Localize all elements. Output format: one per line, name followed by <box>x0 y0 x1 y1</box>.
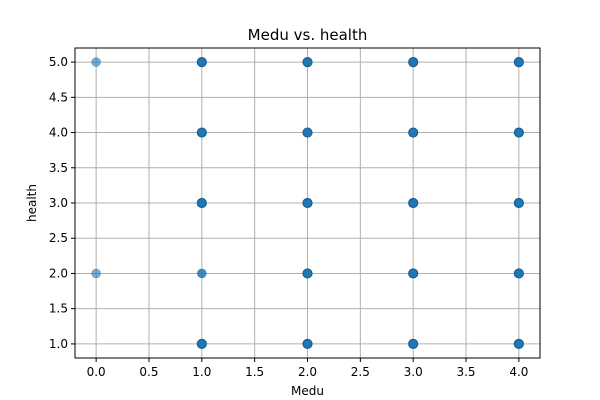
scatter-point <box>196 338 207 350</box>
chart-title: Medu vs. health <box>248 26 368 44</box>
x-axis-label: Medu <box>291 384 324 398</box>
x-tick-label: 2.0 <box>298 365 317 379</box>
scatter-point <box>408 268 419 279</box>
x-axis-ticks: 0.0 0.5 1.0 1.5 2.0 2.5 3.0 3.5 4.0 <box>87 358 528 379</box>
y-tick-label: 3.0 <box>49 196 68 210</box>
scatter-point <box>408 197 419 209</box>
y-tick-label: 3.5 <box>49 161 68 175</box>
x-tick-label: 0.5 <box>139 365 158 379</box>
scatter-point <box>91 268 101 279</box>
scatter-point <box>196 197 207 209</box>
x-tick-label: 3.5 <box>456 365 475 379</box>
scatter-point <box>196 56 207 68</box>
scatter-point <box>513 268 524 279</box>
x-tick-label: 3.0 <box>404 365 423 379</box>
scatter-point <box>302 268 313 279</box>
scatter-point <box>91 57 101 67</box>
scatter-point <box>513 56 524 68</box>
scatter-point <box>197 268 207 279</box>
y-tick-label: 4.0 <box>49 126 68 140</box>
y-tick-label: 2.0 <box>49 266 68 280</box>
y-axis-ticks: 1.0 1.5 2.0 2.5 3.0 3.5 4.0 4.5 5.0 <box>49 55 75 351</box>
y-tick-label: 4.5 <box>49 90 68 104</box>
scatter-point <box>408 56 419 68</box>
x-tick-label: 0.0 <box>87 365 106 379</box>
scatter-point <box>302 197 313 209</box>
scatter-point <box>408 127 419 138</box>
scatter-point <box>302 338 313 350</box>
y-tick-label: 1.5 <box>49 302 68 316</box>
scatter-point <box>513 197 524 209</box>
y-axis-label: health <box>25 184 39 222</box>
scatter-point <box>408 338 419 350</box>
scatter-point <box>302 56 313 68</box>
scatter-point <box>513 127 524 138</box>
scatter-point <box>513 338 524 350</box>
x-tick-label: 4.0 <box>509 365 528 379</box>
y-tick-label: 5.0 <box>49 55 68 69</box>
x-tick-label: 1.5 <box>245 365 264 379</box>
scatter-point <box>302 127 313 138</box>
x-tick-label: 1.0 <box>192 365 211 379</box>
y-tick-label: 1.0 <box>49 337 68 351</box>
scatter-points <box>91 56 524 350</box>
scatter-point <box>196 127 207 138</box>
y-tick-label: 2.5 <box>49 231 68 245</box>
x-tick-label: 2.5 <box>351 365 370 379</box>
